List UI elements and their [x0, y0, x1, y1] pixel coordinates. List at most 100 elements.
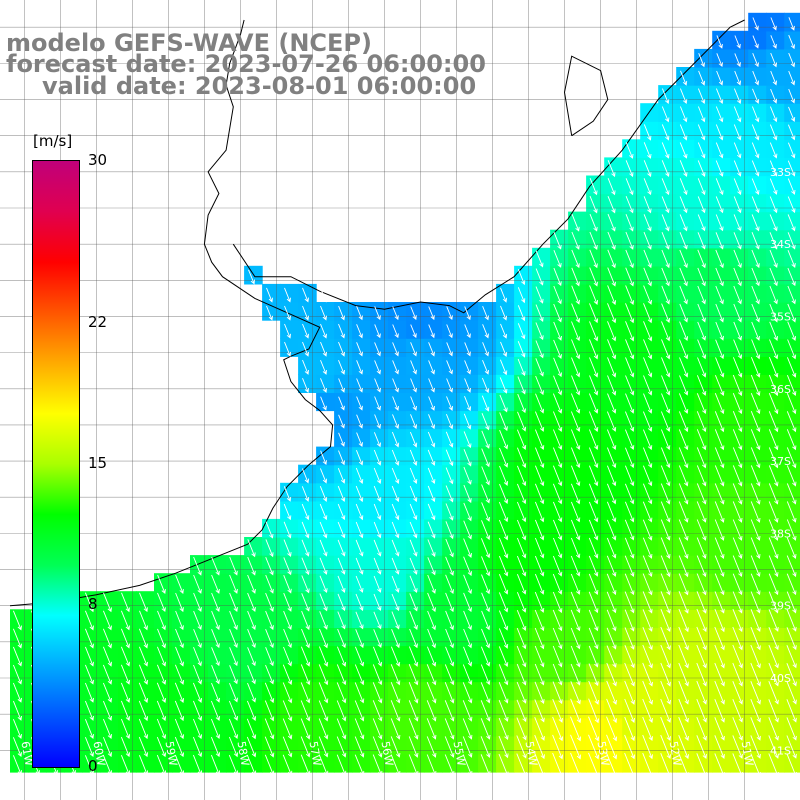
wind-arrow: [606, 698, 617, 724]
wind-arrow: [139, 610, 148, 631]
wind-arrow: [643, 339, 653, 360]
wind-arrow: [12, 646, 22, 667]
wind-arrow: [355, 521, 364, 539]
wind-arrow: [336, 718, 347, 740]
wind-arrow: [624, 627, 635, 650]
wind-arrow: [138, 755, 149, 776]
wind-arrow: [607, 339, 617, 360]
wind-arrow: [12, 664, 22, 685]
wind-arrow: [319, 628, 328, 649]
wind-arrow: [715, 196, 724, 214]
wind-arrow: [768, 573, 779, 596]
lon-label: 59W: [162, 740, 179, 767]
wind-arrow: [319, 539, 328, 557]
wind-arrow: [624, 680, 635, 705]
wind-arrow: [624, 537, 635, 559]
wind-arrow: [391, 575, 400, 593]
wind-arrow: [553, 250, 562, 268]
wind-arrow: [516, 447, 527, 469]
wind-arrow: [660, 662, 671, 687]
wind-arrow: [463, 466, 472, 485]
wind-arrow: [552, 555, 563, 577]
wind-arrow: [679, 267, 688, 287]
wind-arrow: [409, 628, 418, 649]
wind-arrow: [463, 574, 472, 595]
wind-arrow: [391, 593, 400, 612]
wind-arrow: [463, 538, 472, 558]
wind-arrow: [679, 232, 688, 250]
wind-arrow: [696, 608, 707, 633]
wind-arrow: [391, 467, 400, 484]
wind-arrow: [517, 341, 526, 358]
wind-arrow: [374, 306, 381, 321]
wind-arrow: [337, 521, 346, 539]
wind-arrow: [678, 483, 689, 505]
wind-arrow: [445, 503, 454, 521]
wind-arrow: [445, 574, 454, 595]
wind-arrow: [786, 735, 797, 759]
wind-arrow: [265, 521, 274, 539]
wind-arrow: [464, 342, 471, 357]
wind-arrow: [697, 232, 706, 250]
wind-arrow: [624, 609, 635, 632]
wind-arrow: [588, 609, 599, 632]
wind-arrow: [588, 734, 600, 760]
wind-arrow: [84, 646, 94, 667]
wind-arrow: [283, 521, 292, 539]
wind-arrow: [732, 735, 743, 759]
wind-arrow: [714, 699, 725, 723]
wind-arrow: [193, 647, 202, 667]
wind-arrow: [606, 483, 617, 505]
wind-arrow: [247, 592, 256, 612]
wind-arrow: [553, 321, 562, 341]
wind-arrow: [175, 610, 184, 631]
wind-arrow: [715, 321, 724, 341]
wind-arrow: [696, 537, 707, 559]
wind-arrow: [571, 303, 581, 323]
wind-arrow: [606, 591, 617, 614]
wind-arrow: [229, 647, 238, 667]
wind-arrow: [266, 305, 273, 321]
wind-arrow: [679, 106, 688, 123]
wind-arrow: [193, 610, 202, 631]
lat-label: 33S: [770, 166, 791, 179]
speed-cell: [748, 30, 767, 50]
wind-arrow: [678, 608, 689, 633]
wind-arrow: [390, 754, 401, 776]
wind-arrow: [661, 375, 671, 396]
wind-arrow: [678, 393, 689, 414]
wind-arrow: [517, 323, 526, 340]
wind-arrow: [320, 323, 327, 339]
wind-arrow: [660, 555, 671, 578]
wind-arrow: [157, 628, 166, 649]
wind-arrow: [750, 393, 761, 415]
wind-arrow: [751, 214, 760, 232]
wind-arrow: [734, 70, 742, 86]
wind-arrow: [679, 178, 688, 196]
wind-arrow: [624, 447, 635, 469]
wind-arrow: [553, 267, 562, 287]
wind-arrow: [535, 250, 544, 268]
wind-arrow: [354, 700, 365, 722]
wind-arrow: [228, 718, 239, 740]
wind-arrow: [283, 539, 292, 557]
wind-arrow: [570, 716, 582, 742]
wind-arrow: [427, 610, 436, 631]
legend-tick: 8: [88, 595, 98, 614]
wind-arrow: [679, 249, 688, 269]
wind-arrow: [625, 231, 634, 250]
wind-arrow: [516, 610, 527, 631]
wind-arrow: [715, 232, 724, 250]
wind-arrow: [678, 680, 689, 705]
wind-arrow: [624, 716, 635, 742]
wind-arrow: [679, 285, 688, 305]
wind-arrow: [444, 664, 455, 686]
wind-arrow: [534, 573, 545, 595]
wind-arrow: [499, 429, 509, 450]
wind-arrow: [428, 414, 436, 430]
wind-arrow: [643, 285, 652, 305]
wind-arrow: [500, 323, 508, 339]
wind-arrow: [229, 683, 238, 703]
wind-arrow: [678, 411, 689, 433]
wind-arrow: [482, 360, 490, 375]
